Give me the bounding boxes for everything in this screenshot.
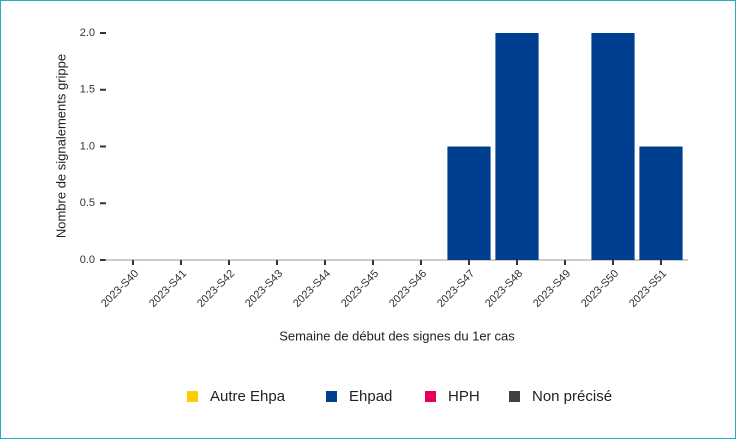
x-tick-label: 2023-S46 [387, 268, 429, 310]
x-tick-label: 2023-S44 [291, 268, 333, 310]
x-tick-label: 2023-S41 [147, 268, 189, 310]
x-tick-label: 2023-S49 [531, 268, 573, 310]
x-tick-label: 2023-S51 [627, 268, 669, 310]
bar [639, 146, 683, 260]
x-axis-title: Semaine de début des signes du 1er cas [279, 328, 515, 343]
bar [591, 33, 635, 260]
y-tick-label: 0.5 [80, 197, 95, 209]
bar [447, 146, 491, 260]
x-tick-label: 2023-S42 [195, 268, 237, 310]
x-tick-label: 2023-S47 [435, 268, 477, 310]
legend-swatch [326, 391, 337, 402]
legend-label: Autre Ehpa [210, 388, 286, 405]
y-tick-label: 1.0 [80, 140, 95, 152]
legend-label: HPH [448, 388, 480, 405]
legend-swatch [425, 391, 436, 402]
y-axis-title: Nombre de signalements grippe [53, 54, 68, 238]
x-tick-label: 2023-S40 [99, 268, 141, 310]
y-tick-label: 2.0 [80, 27, 95, 39]
bar [495, 33, 539, 260]
x-tick-label: 2023-S50 [579, 268, 621, 310]
x-tick-label: 2023-S48 [483, 268, 525, 310]
legend-swatch [509, 391, 520, 402]
y-tick-label: 0.0 [80, 254, 95, 266]
x-tick-label: 2023-S45 [339, 268, 381, 310]
legend-label: Non précisé [532, 388, 612, 405]
legend-swatch [187, 391, 198, 402]
legend-label: Ehpad [349, 388, 392, 405]
x-tick-label: 2023-S43 [243, 268, 285, 310]
y-tick-label: 1.5 [80, 84, 95, 96]
